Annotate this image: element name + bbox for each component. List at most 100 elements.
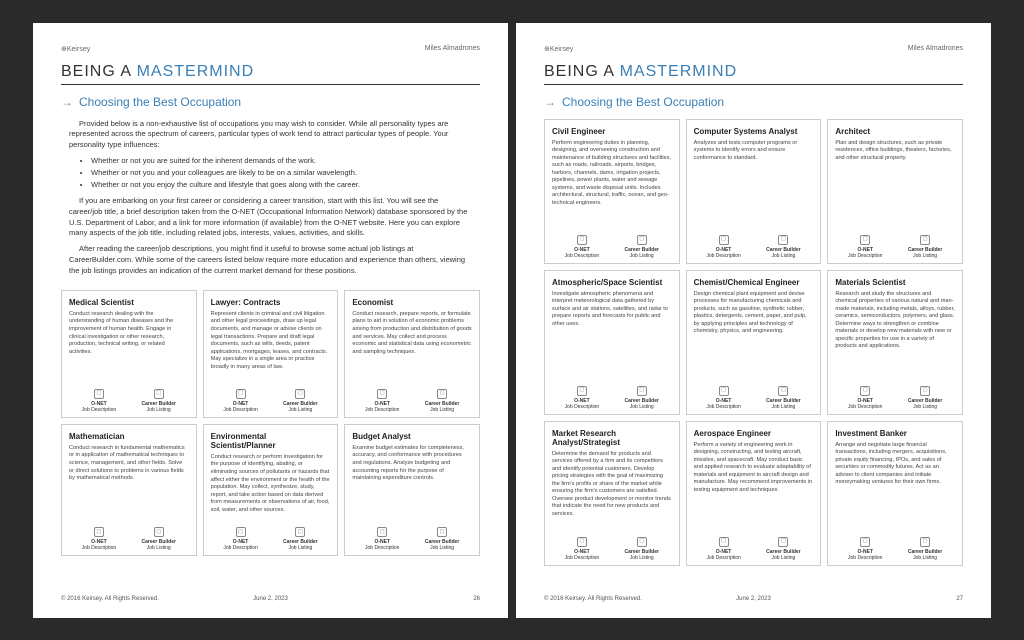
occupation-card: Chemist/Chemical Engineer Design chemica… — [686, 270, 822, 415]
onet-link[interactable]: ◻ O-NETJob Description — [848, 386, 882, 410]
title-prefix: BEING A — [544, 63, 620, 80]
doc-icon: ◻ — [920, 235, 930, 245]
onet-link[interactable]: ◻ O-NETJob Description — [706, 386, 740, 410]
doc-icon: ◻ — [154, 527, 164, 537]
occupation-card: Mathematician Conduct research in fundam… — [61, 424, 197, 556]
careerbuilder-link[interactable]: ◻ Career BuilderJob Listing — [283, 527, 317, 551]
card-links: ◻ O-NETJob Description ◻ Career BuilderJ… — [552, 230, 672, 259]
doc-icon: ◻ — [637, 537, 647, 547]
occupation-card: Civil Engineer Perform engineering dutie… — [544, 119, 680, 264]
careerbuilder-link[interactable]: ◻ Career BuilderJob Listing — [425, 389, 459, 413]
user-name: Miles Almadrones — [425, 45, 480, 53]
careerbuilder-link[interactable]: ◻ Career BuilderJob Listing — [625, 235, 659, 259]
careerbuilder-link[interactable]: ◻ Career BuilderJob Listing — [908, 537, 942, 561]
section-title: Choosing the Best Occupation — [79, 95, 241, 109]
occupation-card: Investment Banker Arrange and negotiate … — [827, 421, 963, 566]
onet-link[interactable]: ◻ O-NETJob Description — [82, 389, 116, 413]
bullet: Whether or not you and your colleagues a… — [91, 168, 472, 179]
careerbuilder-link[interactable]: ◻ Career BuilderJob Listing — [425, 527, 459, 551]
doc-icon: ◻ — [577, 386, 587, 396]
page-title: BEING A MASTERMIND — [61, 63, 480, 85]
onet-link[interactable]: ◻ O-NETJob Description — [365, 389, 399, 413]
occupation-card: Computer Systems Analyst Analyzes and te… — [686, 119, 822, 264]
occupation-card: Economist Conduct research, prepare repo… — [344, 290, 480, 418]
page-left: ⊕Keirsey Miles Almadrones BEING A MASTER… — [33, 23, 508, 618]
card-desc: Determine the demand for products and se… — [552, 451, 672, 524]
doc-icon: ◻ — [719, 537, 729, 547]
card-title: Market Research Analyst/Strategist — [552, 429, 672, 447]
occupation-grid: Medical Scientist Conduct research deali… — [61, 290, 480, 584]
card-links: ◻ O-NETJob Description ◻ Career BuilderJ… — [69, 384, 189, 413]
onet-link[interactable]: ◻ O-NETJob Description — [565, 386, 599, 410]
careerbuilder-link[interactable]: ◻ Career BuilderJob Listing — [908, 386, 942, 410]
card-desc: Investigate atmospheric phenomena and in… — [552, 291, 672, 373]
occupation-card: Budget Analyst Examine budget estimates … — [344, 424, 480, 556]
doc-icon: ◻ — [719, 235, 729, 245]
onet-link[interactable]: ◻ O-NETJob Description — [565, 537, 599, 561]
card-desc: Represent clients in criminal and civil … — [211, 311, 331, 376]
card-desc: Perform a variety of engineering work in… — [694, 442, 814, 524]
doc-icon: ◻ — [778, 235, 788, 245]
arrow-icon: → — [61, 95, 73, 109]
onet-link[interactable]: ◻ O-NETJob Description — [848, 537, 882, 561]
card-desc: Design chemical plant equipment and devi… — [694, 291, 814, 373]
onet-link[interactable]: ◻ O-NETJob Description — [223, 527, 257, 551]
doc-icon: ◻ — [236, 527, 246, 537]
doc-icon: ◻ — [860, 386, 870, 396]
page-number: 26 — [473, 596, 480, 602]
doc-icon: ◻ — [860, 235, 870, 245]
onet-link[interactable]: ◻ O-NETJob Description — [565, 235, 599, 259]
doc-icon: ◻ — [377, 527, 387, 537]
onet-link[interactable]: ◻ O-NETJob Description — [223, 389, 257, 413]
card-title: Investment Banker — [835, 429, 955, 438]
intro-bullets: Whether or not you are suited for the in… — [91, 156, 472, 191]
card-desc: Conduct research dealing with the unders… — [69, 311, 189, 376]
copyright: © 2016 Keirsey. All Rights Reserved. — [61, 596, 159, 602]
careerbuilder-link[interactable]: ◻ Career BuilderJob Listing — [625, 537, 659, 561]
doc-icon: ◻ — [637, 235, 647, 245]
card-links: ◻ O-NETJob Description ◻ Career BuilderJ… — [211, 522, 331, 551]
careerbuilder-link[interactable]: ◻ Career BuilderJob Listing — [142, 389, 176, 413]
onet-link[interactable]: ◻ O-NETJob Description — [848, 235, 882, 259]
doc-icon: ◻ — [860, 537, 870, 547]
title-word: MASTERMIND — [137, 63, 255, 80]
doc-icon: ◻ — [577, 537, 587, 547]
card-title: Aerospace Engineer — [694, 429, 814, 438]
card-links: ◻ O-NETJob Description ◻ Career BuilderJ… — [211, 384, 331, 413]
card-desc: Examine budget estimates for completenes… — [352, 445, 472, 514]
occupation-card: Lawyer: Contracts Represent clients in c… — [203, 290, 339, 418]
page-header: ⊕Keirsey Miles Almadrones — [544, 45, 963, 53]
occupation-card: Architect Plan and design structures, su… — [827, 119, 963, 264]
onet-link[interactable]: ◻ O-NETJob Description — [82, 527, 116, 551]
careerbuilder-link[interactable]: ◻ Career BuilderJob Listing — [766, 235, 800, 259]
doc-icon: ◻ — [719, 386, 729, 396]
card-links: ◻ O-NETJob Description ◻ Career BuilderJ… — [352, 522, 472, 551]
careerbuilder-link[interactable]: ◻ Career BuilderJob Listing — [908, 235, 942, 259]
careerbuilder-link[interactable]: ◻ Career BuilderJob Listing — [625, 386, 659, 410]
card-desc: Research and study the structures and ch… — [835, 291, 955, 373]
card-title: Computer Systems Analyst — [694, 127, 814, 136]
onet-link[interactable]: ◻ O-NETJob Description — [706, 537, 740, 561]
card-desc: Conduct research in fundamental mathemat… — [69, 445, 189, 514]
card-desc: Conduct research or perform investigatio… — [211, 454, 331, 514]
section-heading: → Choosing the Best Occupation — [544, 95, 963, 109]
card-title: Lawyer: Contracts — [211, 298, 331, 307]
onet-link[interactable]: ◻ O-NETJob Description — [706, 235, 740, 259]
bullet: Whether or not you enjoy the culture and… — [91, 180, 472, 191]
copyright: © 2016 Keirsey. All Rights Reserved. — [544, 596, 642, 602]
intro-p2: If you are embarking on your first caree… — [69, 196, 472, 240]
careerbuilder-link[interactable]: ◻ Career BuilderJob Listing — [283, 389, 317, 413]
card-title: Civil Engineer — [552, 127, 672, 136]
doc-icon: ◻ — [437, 389, 447, 399]
doc-icon: ◻ — [295, 527, 305, 537]
careerbuilder-link[interactable]: ◻ Career BuilderJob Listing — [142, 527, 176, 551]
page-title: BEING A MASTERMIND — [544, 63, 963, 85]
card-title: Medical Scientist — [69, 298, 189, 307]
careerbuilder-link[interactable]: ◻ Career BuilderJob Listing — [766, 386, 800, 410]
occupation-card: Aerospace Engineer Perform a variety of … — [686, 421, 822, 566]
careerbuilder-link[interactable]: ◻ Career BuilderJob Listing — [766, 537, 800, 561]
doc-icon: ◻ — [778, 386, 788, 396]
doc-icon: ◻ — [295, 389, 305, 399]
card-title: Architect — [835, 127, 955, 136]
onet-link[interactable]: ◻ O-NETJob Description — [365, 527, 399, 551]
